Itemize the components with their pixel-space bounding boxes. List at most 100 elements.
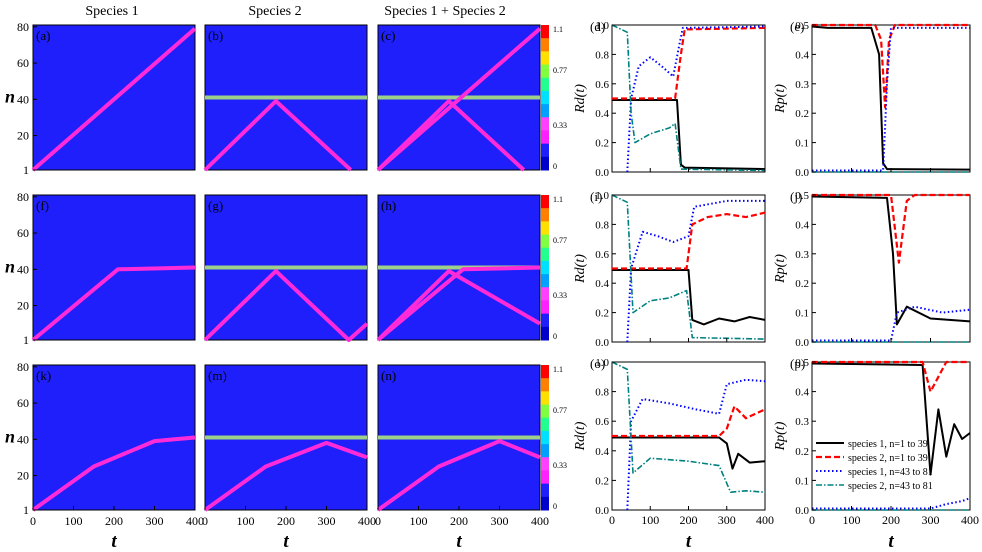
ytick-label: 0.5 — [795, 357, 809, 369]
ylabel: Rp(t) — [773, 254, 788, 284]
heatmap-xtick-label: 300 — [146, 514, 164, 528]
ylabel: Rd(t) — [573, 254, 588, 284]
ytick-label: 0.3 — [795, 249, 809, 261]
ytick-label: 0.2 — [795, 108, 809, 120]
ytick-label: 0.3 — [795, 416, 809, 428]
heatmap-panel: (b) — [203, 24, 368, 172]
heatmap-xlabel: t — [283, 531, 289, 552]
colorbar-segment — [541, 470, 549, 485]
legend-label: species 2, n=43 to 81 — [848, 481, 933, 492]
heatmap-panel: (a) 1 20 40 60 80 n — [5, 20, 197, 177]
ytick-label: 0.2 — [595, 138, 609, 150]
heatmap-trail — [376, 265, 541, 342]
heatmap-xtick-label: 100 — [237, 514, 255, 528]
xlabel: t — [888, 531, 894, 552]
heatmap-panel: (n) 0 100 200 300 400 t 0 0.33 0.77 1.1 — [375, 364, 567, 552]
heatmap-xtick-label: 400 — [186, 514, 204, 528]
colorbar-tick-label: 1.1 — [553, 25, 563, 34]
series-line — [812, 26, 970, 172]
xtick-label: 0 — [809, 513, 815, 527]
ytick-label: 1.0 — [595, 190, 609, 202]
panel-label: (c) — [381, 28, 395, 43]
colorbar-tick-label: 0.33 — [553, 291, 567, 300]
heatmap-panel: (k) 1 20 40 60 80 n 0 100 200 300 400 t — [5, 360, 204, 552]
ytick-label: 0.6 — [595, 79, 609, 91]
series-line — [612, 405, 766, 438]
series-line — [612, 99, 766, 171]
heatmap-xtick-label: 300 — [491, 514, 509, 528]
heatmap-trail — [203, 440, 368, 512]
heatmap-ylabel: n — [5, 257, 15, 277]
heatmap-xtick-label: 300 — [318, 514, 336, 528]
ylabel: Rp(t) — [773, 84, 788, 114]
column-title-species1: Species 1 — [85, 4, 138, 19]
heatmap-trail — [376, 99, 526, 172]
colorbar-segment — [541, 90, 549, 105]
heatmap-ytick-label: 80 — [17, 360, 29, 374]
xtick-label: 300 — [922, 513, 940, 527]
colorbar-segment — [541, 378, 549, 392]
heatmap-xtick-label: 100 — [65, 514, 83, 528]
colorbar-segment — [541, 156, 549, 171]
legend: species 1, n=1 to 39 species 2, n=1 to 39… — [816, 439, 933, 492]
ytick-label: 0.0 — [595, 167, 609, 179]
line-panel: 0.0 0.2 0.4 0.6 0.8 1.0 Rd(t) (d) — [573, 19, 766, 179]
ytick-label: 1.0 — [595, 357, 609, 369]
line-panel: 0.0 0.1 0.2 0.3 0.4 0.5 0 100 200 300 400 Rp(t) (p) t — [773, 356, 979, 552]
ytick-label: 0.8 — [595, 219, 609, 231]
colorbar-tick-label: 0.77 — [553, 236, 567, 245]
heatmap-xtick-label: 400 — [358, 514, 376, 528]
ylabel: Rp(t) — [773, 421, 788, 451]
panel-label: (e) — [790, 19, 804, 34]
series-line — [812, 193, 970, 264]
colorbar-segment — [541, 260, 549, 275]
ytick-label: 0.0 — [595, 505, 609, 517]
line-panels: 0.00.20.40.60.81.0Rd(t)(d)0.00.10.20.30.… — [573, 19, 979, 552]
figure-labels: Species 1 Species 2 Species 1 + Species … — [85, 4, 505, 19]
heatmap-xtick-label: 0 — [202, 514, 208, 528]
series-line — [811, 362, 971, 476]
series-line — [811, 195, 971, 326]
colorbar-tick-label: 1.1 — [553, 195, 563, 204]
panel-label: (k) — [36, 368, 51, 383]
colorbar-segment — [541, 457, 549, 471]
heatmap-panel: (g) — [203, 194, 369, 342]
xtick-label: 400 — [961, 513, 979, 527]
xtick-label: 200 — [680, 513, 698, 527]
colorbar-tick-label: 1.1 — [553, 365, 563, 374]
colorbar-segment — [541, 274, 549, 288]
colorbar-segment — [541, 444, 549, 458]
panel-label: (f) — [36, 198, 49, 213]
column-title-species1-plus-2: Species 1 + Species 2 — [384, 4, 505, 19]
ytick-label: 0.0 — [795, 167, 809, 179]
ytick-label: 0.2 — [595, 475, 609, 487]
legend-label: species 1, n=43 to 81 — [848, 467, 933, 478]
plot-frame — [811, 24, 971, 173]
xlabel: t — [686, 531, 692, 552]
colorbar-tick-label: 0.33 — [553, 461, 567, 470]
ytick-label: 0.5 — [795, 20, 809, 32]
heatmap-trail — [376, 439, 541, 512]
colorbar-segment — [541, 208, 549, 222]
colorbar-segment — [541, 430, 549, 445]
heatmap-ytick-label: 40 — [17, 262, 29, 276]
heatmap-ytick-label: 1 — [23, 503, 29, 517]
series-line — [612, 436, 766, 470]
panel-label: (m) — [208, 368, 227, 383]
colorbar-segment — [541, 496, 549, 511]
heatmap-panel: (f) 1 20 40 60 80 n — [5, 190, 196, 347]
colorbar-segment — [541, 38, 549, 52]
panel-label: (g) — [208, 198, 223, 213]
colorbar-tick-label: 0 — [553, 502, 557, 511]
series-line — [612, 269, 766, 326]
legend-label: species 1, n=1 to 39 — [848, 439, 928, 450]
ytick-label: 0.4 — [595, 446, 609, 458]
ytick-label: 0.2 — [595, 308, 609, 320]
heatmap-trail — [203, 99, 353, 172]
heatmap-ytick-label: 60 — [17, 396, 29, 410]
panel-label: (p) — [790, 356, 805, 371]
xtick-label: 300 — [718, 513, 736, 527]
heatmap-trail — [31, 435, 196, 512]
panel-label: (a) — [36, 28, 50, 43]
